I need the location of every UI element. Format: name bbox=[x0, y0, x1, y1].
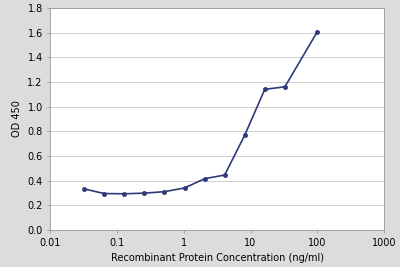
X-axis label: Recombinant Protein Concentration (ng/ml): Recombinant Protein Concentration (ng/ml… bbox=[111, 253, 324, 263]
Y-axis label: OD 450: OD 450 bbox=[12, 100, 22, 137]
